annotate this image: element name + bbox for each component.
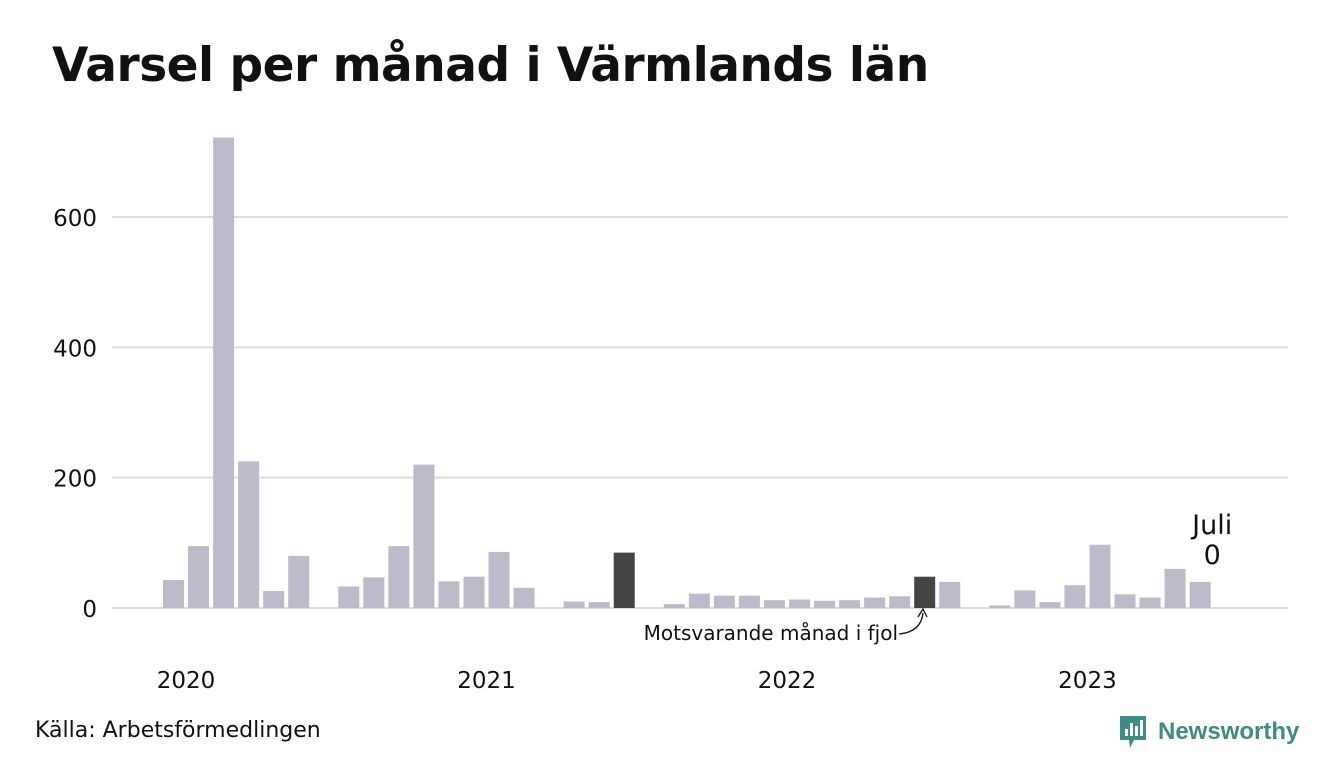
bar bbox=[263, 591, 285, 608]
bar-highlight bbox=[914, 576, 936, 608]
bar bbox=[363, 577, 385, 608]
bar bbox=[1189, 581, 1211, 608]
x-tick-label: 2023 bbox=[1058, 668, 1117, 694]
bar bbox=[288, 555, 310, 608]
bar bbox=[1089, 544, 1111, 608]
brand-logo[interactable]: Newsworthy bbox=[1118, 714, 1299, 750]
x-tick-label: 2020 bbox=[157, 668, 216, 694]
bar bbox=[663, 604, 685, 608]
bar bbox=[839, 600, 861, 608]
brand-name: Newsworthy bbox=[1158, 718, 1300, 745]
x-tick-label: 2022 bbox=[758, 668, 817, 694]
bar bbox=[413, 464, 435, 608]
bars bbox=[163, 137, 1211, 608]
bar bbox=[1164, 568, 1186, 608]
y-tick-label: 200 bbox=[53, 467, 97, 493]
bar bbox=[563, 601, 585, 608]
y-tick-label: 0 bbox=[82, 597, 97, 623]
annotation-arrowhead bbox=[917, 607, 928, 618]
bar bbox=[688, 593, 710, 608]
bar bbox=[889, 596, 911, 608]
x-tick-label: 2021 bbox=[457, 668, 516, 694]
bar bbox=[588, 602, 610, 608]
bar bbox=[488, 551, 510, 608]
bar bbox=[188, 546, 210, 608]
annotation-previous-year: Motsvarande månad i fjol bbox=[644, 621, 898, 645]
bar-highlight bbox=[613, 552, 635, 608]
bar bbox=[814, 600, 836, 608]
bar bbox=[1039, 602, 1061, 608]
y-tick-label: 400 bbox=[53, 336, 97, 362]
current-month-label: Juli bbox=[1190, 510, 1232, 541]
bar bbox=[864, 597, 886, 608]
bar bbox=[213, 137, 235, 608]
bar bbox=[463, 576, 485, 608]
newsworthy-logo-icon bbox=[1120, 716, 1146, 748]
annotation-arrow bbox=[898, 612, 924, 635]
bar bbox=[939, 581, 961, 608]
bar bbox=[1139, 597, 1161, 608]
bar bbox=[388, 546, 410, 608]
bar bbox=[513, 587, 535, 608]
bar bbox=[789, 599, 810, 608]
grid-lines bbox=[112, 216, 1288, 609]
chart-title: Varsel per månad i Värmlands län bbox=[52, 38, 929, 93]
bar bbox=[1114, 594, 1136, 608]
bar bbox=[438, 581, 460, 608]
bar bbox=[1014, 590, 1036, 608]
y-axis-ticks: 0 200 400 600 bbox=[53, 206, 97, 623]
x-axis-ticks: 2020 2021 2022 2023 bbox=[157, 668, 1117, 694]
source-note: Källa: Arbetsförmedlingen bbox=[35, 718, 321, 743]
current-month-value: 0 bbox=[1204, 540, 1221, 571]
bar bbox=[989, 605, 1011, 608]
bar bbox=[713, 595, 735, 608]
bar bbox=[238, 461, 260, 608]
bar-chart: 0 200 400 600 2020 2021 2022 2023 Motsvarande … bbox=[53, 137, 1288, 694]
bar bbox=[738, 595, 760, 608]
y-tick-label: 600 bbox=[53, 206, 97, 232]
bar bbox=[763, 600, 785, 608]
bar bbox=[1064, 585, 1086, 608]
bar bbox=[163, 579, 184, 608]
bar bbox=[338, 586, 360, 608]
